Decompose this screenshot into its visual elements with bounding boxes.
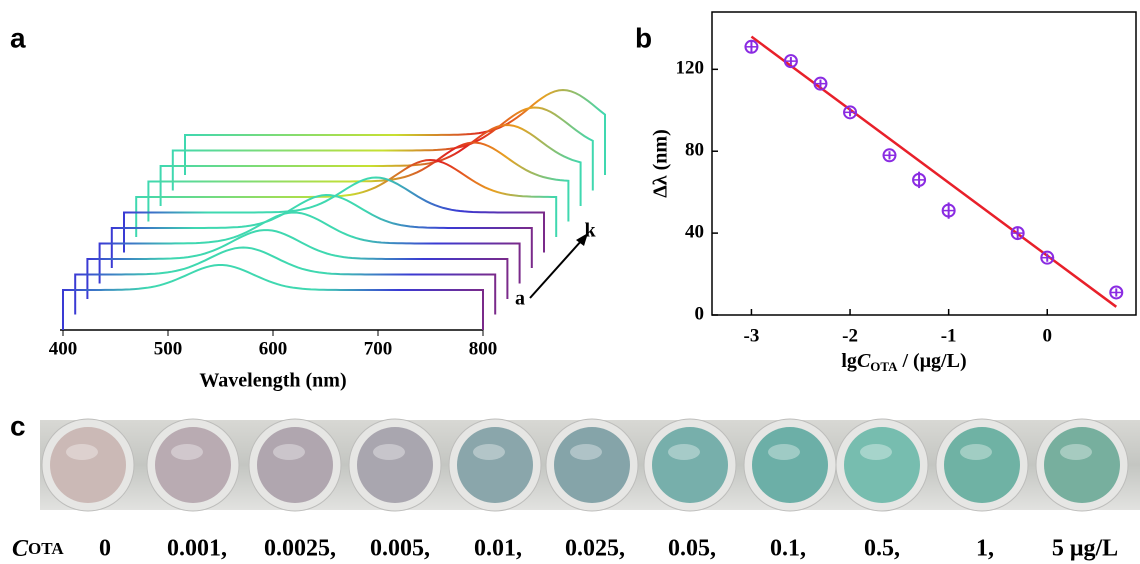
y-tick-label: 40 [685,221,704,242]
spectrum [185,90,605,175]
x-axis-label-part: / (μg/L) [898,350,967,372]
concentration: 5 μg/L [1052,536,1118,562]
x-axis-label-part: lg [841,350,857,372]
well [1044,427,1120,503]
y-tick-label: 80 [685,140,704,161]
well-highlight [66,444,98,460]
x-tick-label: -3 [744,325,760,346]
well-highlight [171,444,203,460]
x-tick-label: 400 [49,338,78,359]
well [554,427,630,503]
well-highlight [1060,444,1092,460]
well [457,427,533,503]
well-highlight [668,444,700,460]
y-tick-label: 120 [676,58,705,79]
well-highlight [273,444,305,460]
label-sub: OTA [28,539,64,558]
concentration: 0 [99,536,111,562]
well-highlight [860,444,892,460]
well [752,427,828,503]
panel-label: b [635,22,652,53]
well [652,427,728,503]
x-tick-label: -2 [842,325,858,346]
well-highlight [960,444,992,460]
y-axis-label: Δλ (nm) [650,129,672,197]
panel-label: c [10,410,26,441]
x-tick-label: 0 [1043,325,1053,346]
y-tick-label: 0 [695,303,705,324]
well-highlight [570,444,602,460]
label-c: C [12,536,29,562]
concentration: 0.0025, [264,536,336,562]
spectrum [112,195,532,268]
concentration: 0.1, [770,536,806,562]
x-tick-label: 500 [154,338,183,359]
concentration: 0.01, [474,536,522,562]
x-tick-label: 600 [259,338,288,359]
annotation: k [584,220,596,242]
annotation: a [515,288,525,310]
concentration: 0.005, [370,536,430,562]
well-highlight [373,444,405,460]
concentration: 0.025, [565,536,625,562]
spectrum [75,248,495,315]
series-arrow [530,240,582,298]
concentration-label: COTA [12,536,64,562]
concentration: 1, [976,536,994,562]
well [50,427,126,503]
well [844,427,920,503]
x-axis-label: lgCOTA / (μg/L) [841,350,966,374]
well [357,427,433,503]
panel-label: a [10,22,26,53]
spectrum [136,160,556,237]
fit-line [751,37,1116,307]
concentration: 0.5, [864,536,900,562]
well [155,427,231,503]
x-axis-label: Wavelength (nm) [199,370,346,392]
concentration: 0.05, [668,536,716,562]
well-highlight [768,444,800,460]
figure: a b c 400500600700800Wavelength (nm)ak 0… [0,0,1140,564]
panel-b: 0 40 80 120 -3 -2 -1 0 Δλ (nm) lgCOTA / (μg/L) [650,12,1136,374]
panel-c: COTA 0 0.001, 0.0025, 0.005, 0.01, 0.025, 0.05,… [12,419,1140,562]
well [257,427,333,503]
x-tick-label: 700 [364,338,393,359]
x-axis-label-part: C [857,350,871,372]
x-tick-label: -1 [941,325,957,346]
x-tick-label: 800 [469,338,498,359]
panel-a: 400 500 600 700 800 Wavelength (nm) a k [49,90,605,392]
well-highlight [473,444,505,460]
well [944,427,1020,503]
concentration: 0.001, [167,536,227,562]
x-axis-label-part: OTA [870,359,898,374]
spectrum [124,178,544,253]
